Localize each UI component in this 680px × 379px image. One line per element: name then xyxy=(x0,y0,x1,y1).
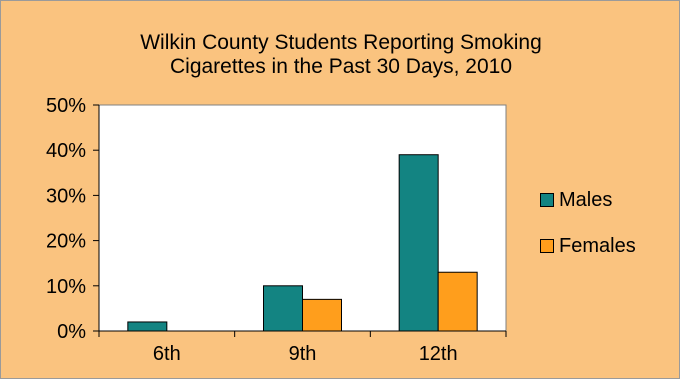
bar-males-12th xyxy=(398,154,439,332)
legend-item-males: Males xyxy=(540,188,636,212)
y-tick-label: 40% xyxy=(46,140,86,162)
legend-label-males: Males xyxy=(559,188,613,211)
legend: Males Females xyxy=(540,188,636,280)
legend-swatch-females xyxy=(540,239,554,253)
legend-label-females: Females xyxy=(559,234,636,257)
y-tick-label: 30% xyxy=(46,185,86,207)
tick-labels: 0% 10% 20% 30% 40% 50% 6th 9th 12th xyxy=(46,95,458,365)
chart-title-line-2: Cigarettes in the Past 30 Days, 2010 xyxy=(169,55,513,78)
chart-title-line-1: Wilkin County Students Reporting Smoking xyxy=(140,31,542,54)
x-tick-label: 12th xyxy=(419,343,458,365)
legend-item-females: Females xyxy=(540,234,636,258)
x-tick-label: 9th xyxy=(289,343,317,365)
y-tick-label: 50% xyxy=(46,95,86,117)
chart-title: Wilkin County Students Reporting Smoking… xyxy=(1,31,680,79)
bar-males-6th xyxy=(127,321,168,332)
bar-females-9th xyxy=(302,298,342,332)
bars xyxy=(127,154,478,332)
y-tick-label: 20% xyxy=(46,231,86,253)
bar-males-9th xyxy=(263,285,303,332)
y-tick-label: 10% xyxy=(46,276,86,298)
y-tick-label: 0% xyxy=(57,321,86,343)
bar-females-12th xyxy=(437,271,478,332)
legend-swatch-males xyxy=(540,193,554,207)
x-tick-label: 6th xyxy=(153,343,181,365)
